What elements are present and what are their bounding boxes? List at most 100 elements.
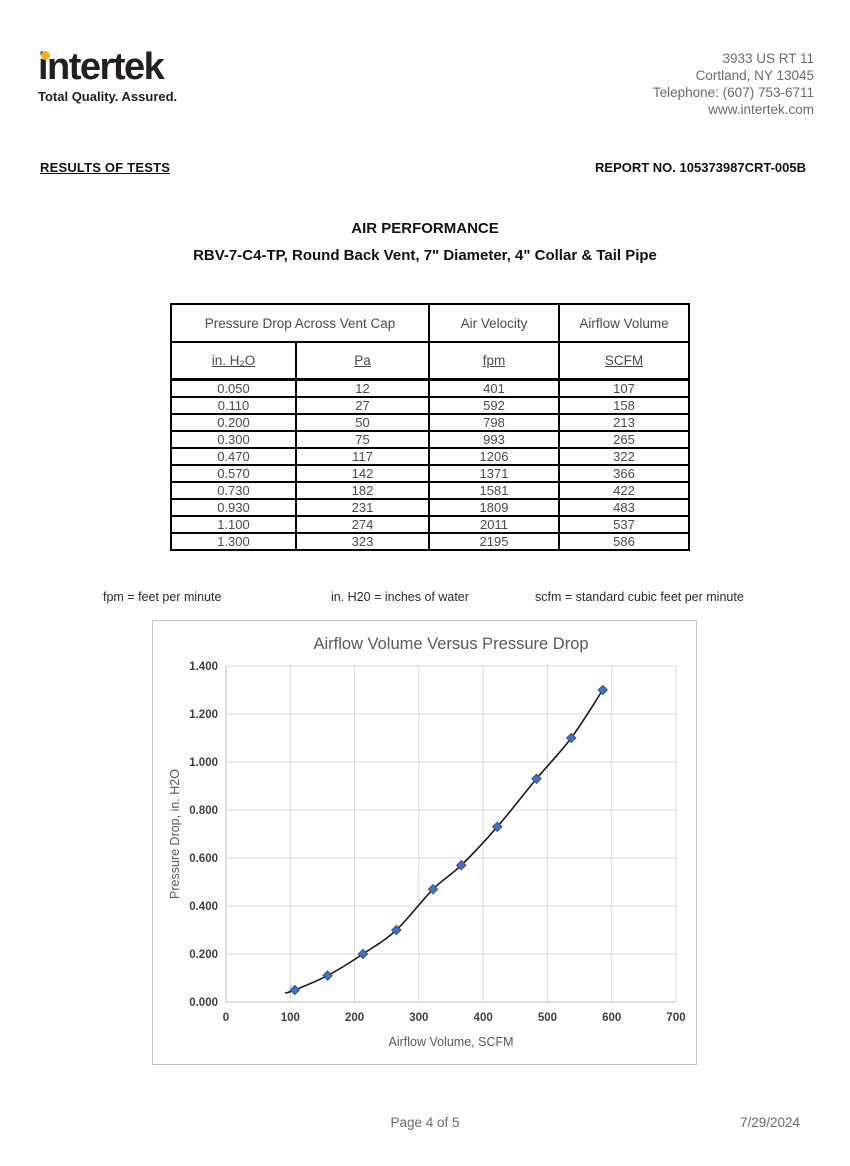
- table-cell: 0.050: [170, 378, 297, 398]
- x-tick-label: 400: [474, 1012, 493, 1024]
- x-axis-label: Airflow Volume, SCFM: [388, 1035, 513, 1049]
- y-tick-label: 0.800: [189, 805, 218, 817]
- table-row: 0.050 12 401 107: [170, 378, 690, 398]
- trendline: [284, 689, 604, 994]
- y-tick-label: 0.000: [189, 997, 218, 1009]
- table-row: 0.300 75 993 265: [170, 430, 690, 449]
- page-title: AIR PERFORMANCE: [351, 220, 499, 237]
- table-cell: 422: [558, 481, 690, 500]
- table-cell: 117: [295, 447, 430, 466]
- lab-address-block: 3933 US RT 11 Cortland, NY 13045 Telepho…: [653, 50, 814, 118]
- table-cell: 274: [295, 515, 430, 534]
- table-footnotes: fpm = feet per minute in. H20 = inches o…: [103, 590, 763, 608]
- table-cell: 592: [428, 396, 560, 415]
- table-body: 0.050 12 401 107 0.110 27 592 158 0.200 50 798 213 0…: [170, 378, 690, 551]
- unit-header-inh2o: in. H₂O: [170, 341, 297, 381]
- table-unit-header-row: in. H₂O Pa fpm SCFM: [170, 341, 690, 381]
- table-cell: 0.930: [170, 498, 297, 517]
- table-row: 0.470 117 1206 322: [170, 447, 690, 466]
- table-cell: 50: [295, 413, 430, 432]
- table-cell: 1.100: [170, 515, 297, 534]
- table-cell: 323: [295, 532, 430, 551]
- table-cell: 366: [558, 464, 690, 483]
- results-report-line: RESULTS OF TESTS REPORT NO. 105373987CRT…: [40, 160, 806, 175]
- table-cell: 27: [295, 396, 430, 415]
- unit-header-scfm: SCFM: [558, 341, 690, 381]
- y-axis-label: Pressure Drop, in. H2O: [168, 769, 182, 899]
- section-title-block: AIR PERFORMANCE RBV-7-C4-TP, Round Back …: [0, 220, 850, 264]
- data-point-marker: [322, 970, 333, 981]
- table-cell: 0.570: [170, 464, 297, 483]
- table-cell: 1206: [428, 447, 560, 466]
- page-number: Page 4 of 5: [390, 1115, 460, 1130]
- table-cell: 1809: [428, 498, 560, 517]
- brand-yellow-dot-icon: [41, 51, 50, 60]
- table-row: 0.730 182 1581 422: [170, 481, 690, 500]
- data-point-marker: [455, 859, 467, 871]
- table-cell: 0.730: [170, 481, 297, 500]
- table-cell: 1581: [428, 481, 560, 500]
- table-cell: 0.470: [170, 447, 297, 466]
- intertek-wordmark: intertek: [38, 48, 177, 86]
- table-cell: 0.300: [170, 430, 297, 449]
- footnote-scfm: scfm = standard cubic feet per minute: [535, 590, 744, 604]
- address-line: www.intertek.com: [708, 102, 814, 117]
- y-tick-label: 0.200: [189, 949, 218, 961]
- data-point-marker: [427, 883, 439, 895]
- brand-tagline: Total Quality. Assured.: [38, 89, 178, 104]
- x-tick-label: 600: [602, 1012, 621, 1024]
- x-tick-label: 700: [666, 1012, 685, 1024]
- table-cell: 798: [428, 413, 560, 432]
- table-cell: 142: [295, 464, 430, 483]
- table-cell: 0.200: [170, 413, 297, 432]
- data-point-marker: [491, 821, 503, 833]
- table-cell: 158: [558, 396, 690, 415]
- x-tick-label: 0: [223, 1012, 229, 1024]
- data-point-marker: [357, 948, 369, 960]
- table-row: 0.930 231 1809 483: [170, 498, 690, 517]
- intertek-logo: intertek Total Quality. Assured.: [38, 48, 177, 104]
- chart-svg: Airflow Volume Versus Pressure Drop 0 100 2…: [168, 635, 686, 1049]
- table-cell: 12: [295, 378, 430, 398]
- report-number: REPORT NO. 105373987CRT-005B: [595, 160, 806, 175]
- col-header-air-velocity: Air Velocity: [428, 303, 560, 343]
- table-row: 0.200 50 798 213: [170, 413, 690, 432]
- table-cell: 537: [558, 515, 690, 534]
- chart-title: Airflow Volume Versus Pressure Drop: [313, 635, 588, 653]
- address-line: Cortland, NY 13045: [695, 68, 814, 83]
- table-row: 0.570 142 1371 366: [170, 464, 690, 483]
- address-line: Telephone: (607) 753-6711: [652, 85, 814, 100]
- airflow-pressure-chart: Airflow Volume Versus Pressure Drop 0 100 2…: [152, 620, 697, 1065]
- y-tick-label: 0.400: [189, 901, 218, 913]
- table-row: 1.300 323 2195 586: [170, 532, 690, 551]
- table-row: 1.100 274 2011 537: [170, 515, 690, 534]
- x-tick-label: 300: [409, 1012, 428, 1024]
- table-cell: 0.110: [170, 396, 297, 415]
- footnote-fpm: fpm = feet per minute: [103, 590, 222, 604]
- table-group-header-row: Pressure Drop Across Vent Cap Air Veloci…: [170, 303, 690, 343]
- table-cell: 231: [295, 498, 430, 517]
- brand-text: intertek: [38, 46, 165, 88]
- data-point-marker: [597, 684, 609, 696]
- table-row: 0.110 27 592 158: [170, 396, 690, 415]
- table-cell: 213: [558, 413, 690, 432]
- table-cell: 265: [558, 430, 690, 449]
- table-cell: 401: [428, 378, 560, 398]
- data-point-marker: [531, 773, 542, 785]
- y-tick-label: 1.400: [189, 661, 218, 673]
- table-cell: 1.300: [170, 532, 297, 551]
- table-cell: 182: [295, 481, 430, 500]
- data-point-marker: [289, 984, 301, 996]
- table-cell: 993: [428, 430, 560, 449]
- table-cell: 75: [295, 430, 430, 449]
- col-header-pressure-drop: Pressure Drop Across Vent Cap: [170, 303, 430, 343]
- table-cell: 107: [558, 378, 690, 398]
- address-line: 3933 US RT 11: [722, 51, 814, 66]
- data-point-marker: [391, 924, 402, 936]
- table-cell: 2195: [428, 532, 560, 551]
- table-cell: 322: [558, 447, 690, 466]
- page-footer: Page 4 of 5 7/29/2024: [0, 1115, 850, 1135]
- table-cell: 1371: [428, 464, 560, 483]
- table-cell: 483: [558, 498, 690, 517]
